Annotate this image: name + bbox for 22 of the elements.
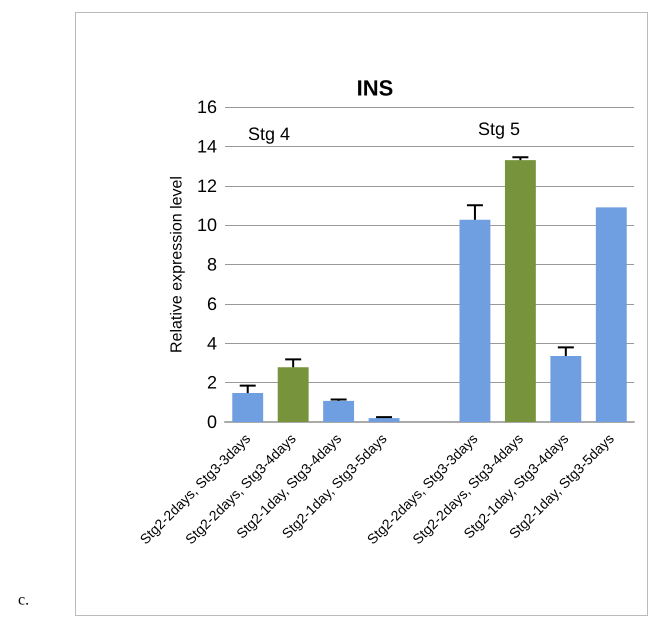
y-tick-label: 2 [206,372,217,393]
bar [459,220,490,422]
y-tick-label: 8 [206,254,217,274]
y-tick-label: 0 [206,412,217,432]
bar [278,367,309,422]
bar [596,207,627,422]
bar [504,160,536,422]
annotation: Stg 5 [478,119,520,139]
y-tick-label: 6 [206,294,217,314]
bar [323,400,354,422]
chart-title: INS [356,76,394,100]
annotation: Stg 4 [248,124,290,144]
y-tick-label: 4 [206,333,217,354]
y-tick-label: 16 [196,97,217,117]
y-tick-label: 14 [196,136,217,156]
bar [232,393,264,422]
text: c. [18,592,30,608]
y-tick-label: 10 [196,215,217,236]
y-axis-title: Relative expression level [168,176,186,353]
bar [368,418,400,422]
bar [550,356,582,422]
y-tick-label: 12 [196,176,217,196]
